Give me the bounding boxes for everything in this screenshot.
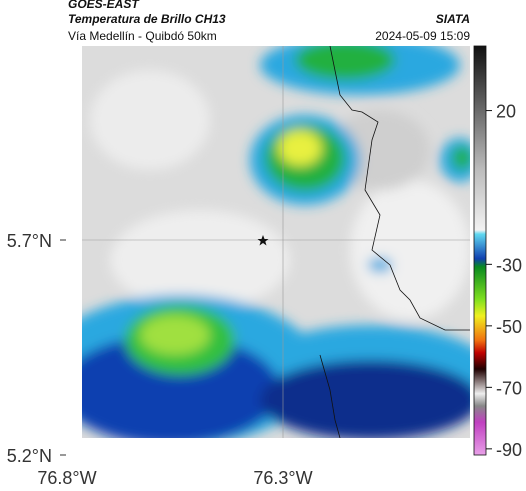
subtitle: Temperatura de Brillo CH13 [68,12,226,26]
x-tick-label: 76.8°W [37,468,96,488]
datetime: 2024-05-09 15:09 [375,29,470,43]
satellite-image [82,46,470,438]
y-tick-label: 5.7°N [7,231,52,251]
region: Vía Medellín - Quibdó 50km [68,29,217,43]
x-tick-label: 76.3°W [253,468,312,488]
colorbar-tick-label: 20 [496,102,516,122]
colorbar [473,45,487,456]
title: GOES-EAST [68,0,140,11]
axis-ticks: 76.8°W 76.3°W 5.7°N 5.2°N 20 -30 -50 -70 -90 [7,102,522,488]
colorbar-tick-label: -70 [496,378,522,398]
colorbar-tick-label: -50 [496,317,522,337]
source: SIATA [436,12,470,26]
colorbar-tick-label: -90 [496,440,522,460]
y-tick-label: 5.2°N [7,446,52,466]
colorbar-tick-label: -30 [496,255,522,275]
